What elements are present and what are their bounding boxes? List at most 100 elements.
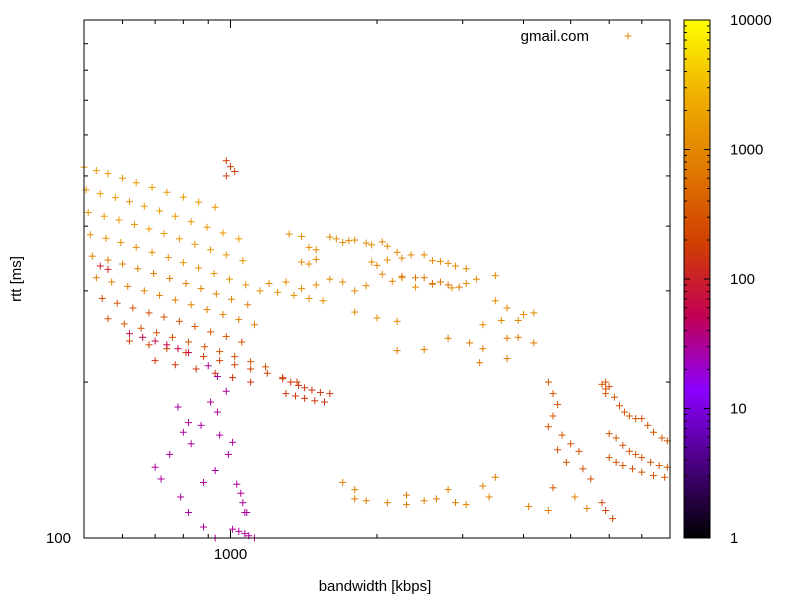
data-point bbox=[211, 203, 219, 211]
data-point bbox=[282, 278, 290, 286]
data-point bbox=[163, 188, 171, 196]
data-point bbox=[88, 252, 96, 260]
data-point bbox=[412, 283, 420, 291]
colorbar-ticks: 1 10 100 1000 10000 bbox=[684, 12, 772, 547]
data-point bbox=[605, 430, 613, 438]
data-point bbox=[197, 421, 205, 429]
data-point bbox=[312, 246, 320, 254]
data-point bbox=[197, 285, 205, 293]
data-point bbox=[84, 208, 92, 216]
data-point bbox=[378, 270, 386, 278]
data-point bbox=[455, 283, 463, 291]
data-point bbox=[179, 193, 187, 201]
data-point bbox=[393, 347, 401, 355]
data-point bbox=[351, 236, 359, 244]
data-point bbox=[148, 248, 156, 256]
data-point bbox=[265, 279, 273, 287]
data-point bbox=[222, 157, 230, 165]
data-point bbox=[452, 499, 460, 507]
data-point bbox=[175, 235, 183, 243]
data-point bbox=[632, 450, 640, 458]
data-point bbox=[598, 380, 606, 388]
data-point bbox=[179, 428, 187, 436]
data-point bbox=[368, 241, 376, 249]
x-axis-label: bandwidth [kbps] bbox=[319, 578, 432, 595]
y-axis-label: rtt [ms] bbox=[8, 256, 25, 302]
data-point bbox=[472, 275, 480, 283]
data-point bbox=[520, 311, 527, 319]
data-point bbox=[466, 339, 474, 347]
data-point bbox=[362, 282, 370, 290]
data-point bbox=[644, 421, 652, 429]
data-point bbox=[242, 281, 250, 289]
data-point bbox=[436, 257, 444, 265]
data-point bbox=[632, 415, 640, 423]
data-point bbox=[222, 332, 230, 340]
data-point bbox=[339, 278, 347, 286]
data-point bbox=[497, 316, 505, 324]
data-point bbox=[616, 402, 624, 410]
data-point bbox=[320, 398, 328, 406]
data-point bbox=[151, 463, 159, 471]
data-point bbox=[301, 394, 309, 402]
data-point bbox=[185, 509, 193, 517]
data-point bbox=[612, 458, 620, 466]
data-point bbox=[378, 238, 386, 246]
data-point bbox=[199, 523, 207, 531]
data-point bbox=[605, 383, 613, 391]
data-point bbox=[225, 275, 233, 283]
data-point bbox=[398, 272, 406, 280]
data-point bbox=[102, 234, 110, 242]
data-point bbox=[92, 274, 100, 282]
data-point bbox=[207, 328, 215, 336]
data-point bbox=[151, 337, 159, 345]
legend-marker-plus bbox=[624, 32, 632, 40]
data-point bbox=[479, 321, 487, 329]
data-point bbox=[247, 378, 255, 386]
data-point bbox=[187, 301, 195, 309]
data-point bbox=[383, 499, 391, 507]
data-point bbox=[403, 501, 411, 509]
data-point bbox=[96, 262, 104, 270]
data-point bbox=[282, 390, 290, 398]
data-point bbox=[514, 333, 522, 341]
data-point bbox=[199, 478, 207, 486]
data-point bbox=[571, 493, 579, 501]
data-point bbox=[530, 309, 538, 317]
colorbar-tick-label: 100 bbox=[730, 271, 755, 288]
data-point bbox=[305, 243, 313, 251]
data-point bbox=[558, 431, 566, 439]
data-point bbox=[332, 235, 340, 243]
data-point bbox=[462, 501, 470, 509]
data-point bbox=[231, 361, 239, 369]
data-point bbox=[650, 428, 658, 436]
data-point bbox=[222, 251, 230, 259]
data-point bbox=[407, 251, 415, 259]
data-point bbox=[187, 440, 195, 448]
data-point bbox=[319, 297, 327, 305]
data-point bbox=[117, 238, 125, 246]
data-point bbox=[436, 278, 444, 286]
data-point bbox=[263, 369, 271, 377]
data-point bbox=[362, 239, 370, 247]
data-point bbox=[638, 454, 646, 462]
data-point bbox=[210, 270, 218, 278]
legend-label-gmail: gmail.com bbox=[521, 28, 589, 45]
data-point bbox=[462, 279, 470, 287]
data-point bbox=[229, 438, 237, 446]
data-point bbox=[285, 230, 293, 238]
data-point bbox=[655, 462, 663, 470]
data-point bbox=[179, 259, 187, 267]
data-point bbox=[567, 440, 575, 448]
data-point bbox=[444, 486, 452, 494]
data-point bbox=[213, 408, 221, 416]
data-point bbox=[125, 337, 133, 345]
data-point bbox=[491, 272, 499, 280]
data-point bbox=[160, 230, 168, 238]
data-point bbox=[605, 454, 613, 462]
data-point bbox=[166, 450, 174, 458]
data-point bbox=[503, 334, 511, 342]
data-point bbox=[308, 386, 316, 394]
data-point bbox=[368, 258, 376, 266]
data-point bbox=[295, 381, 303, 389]
